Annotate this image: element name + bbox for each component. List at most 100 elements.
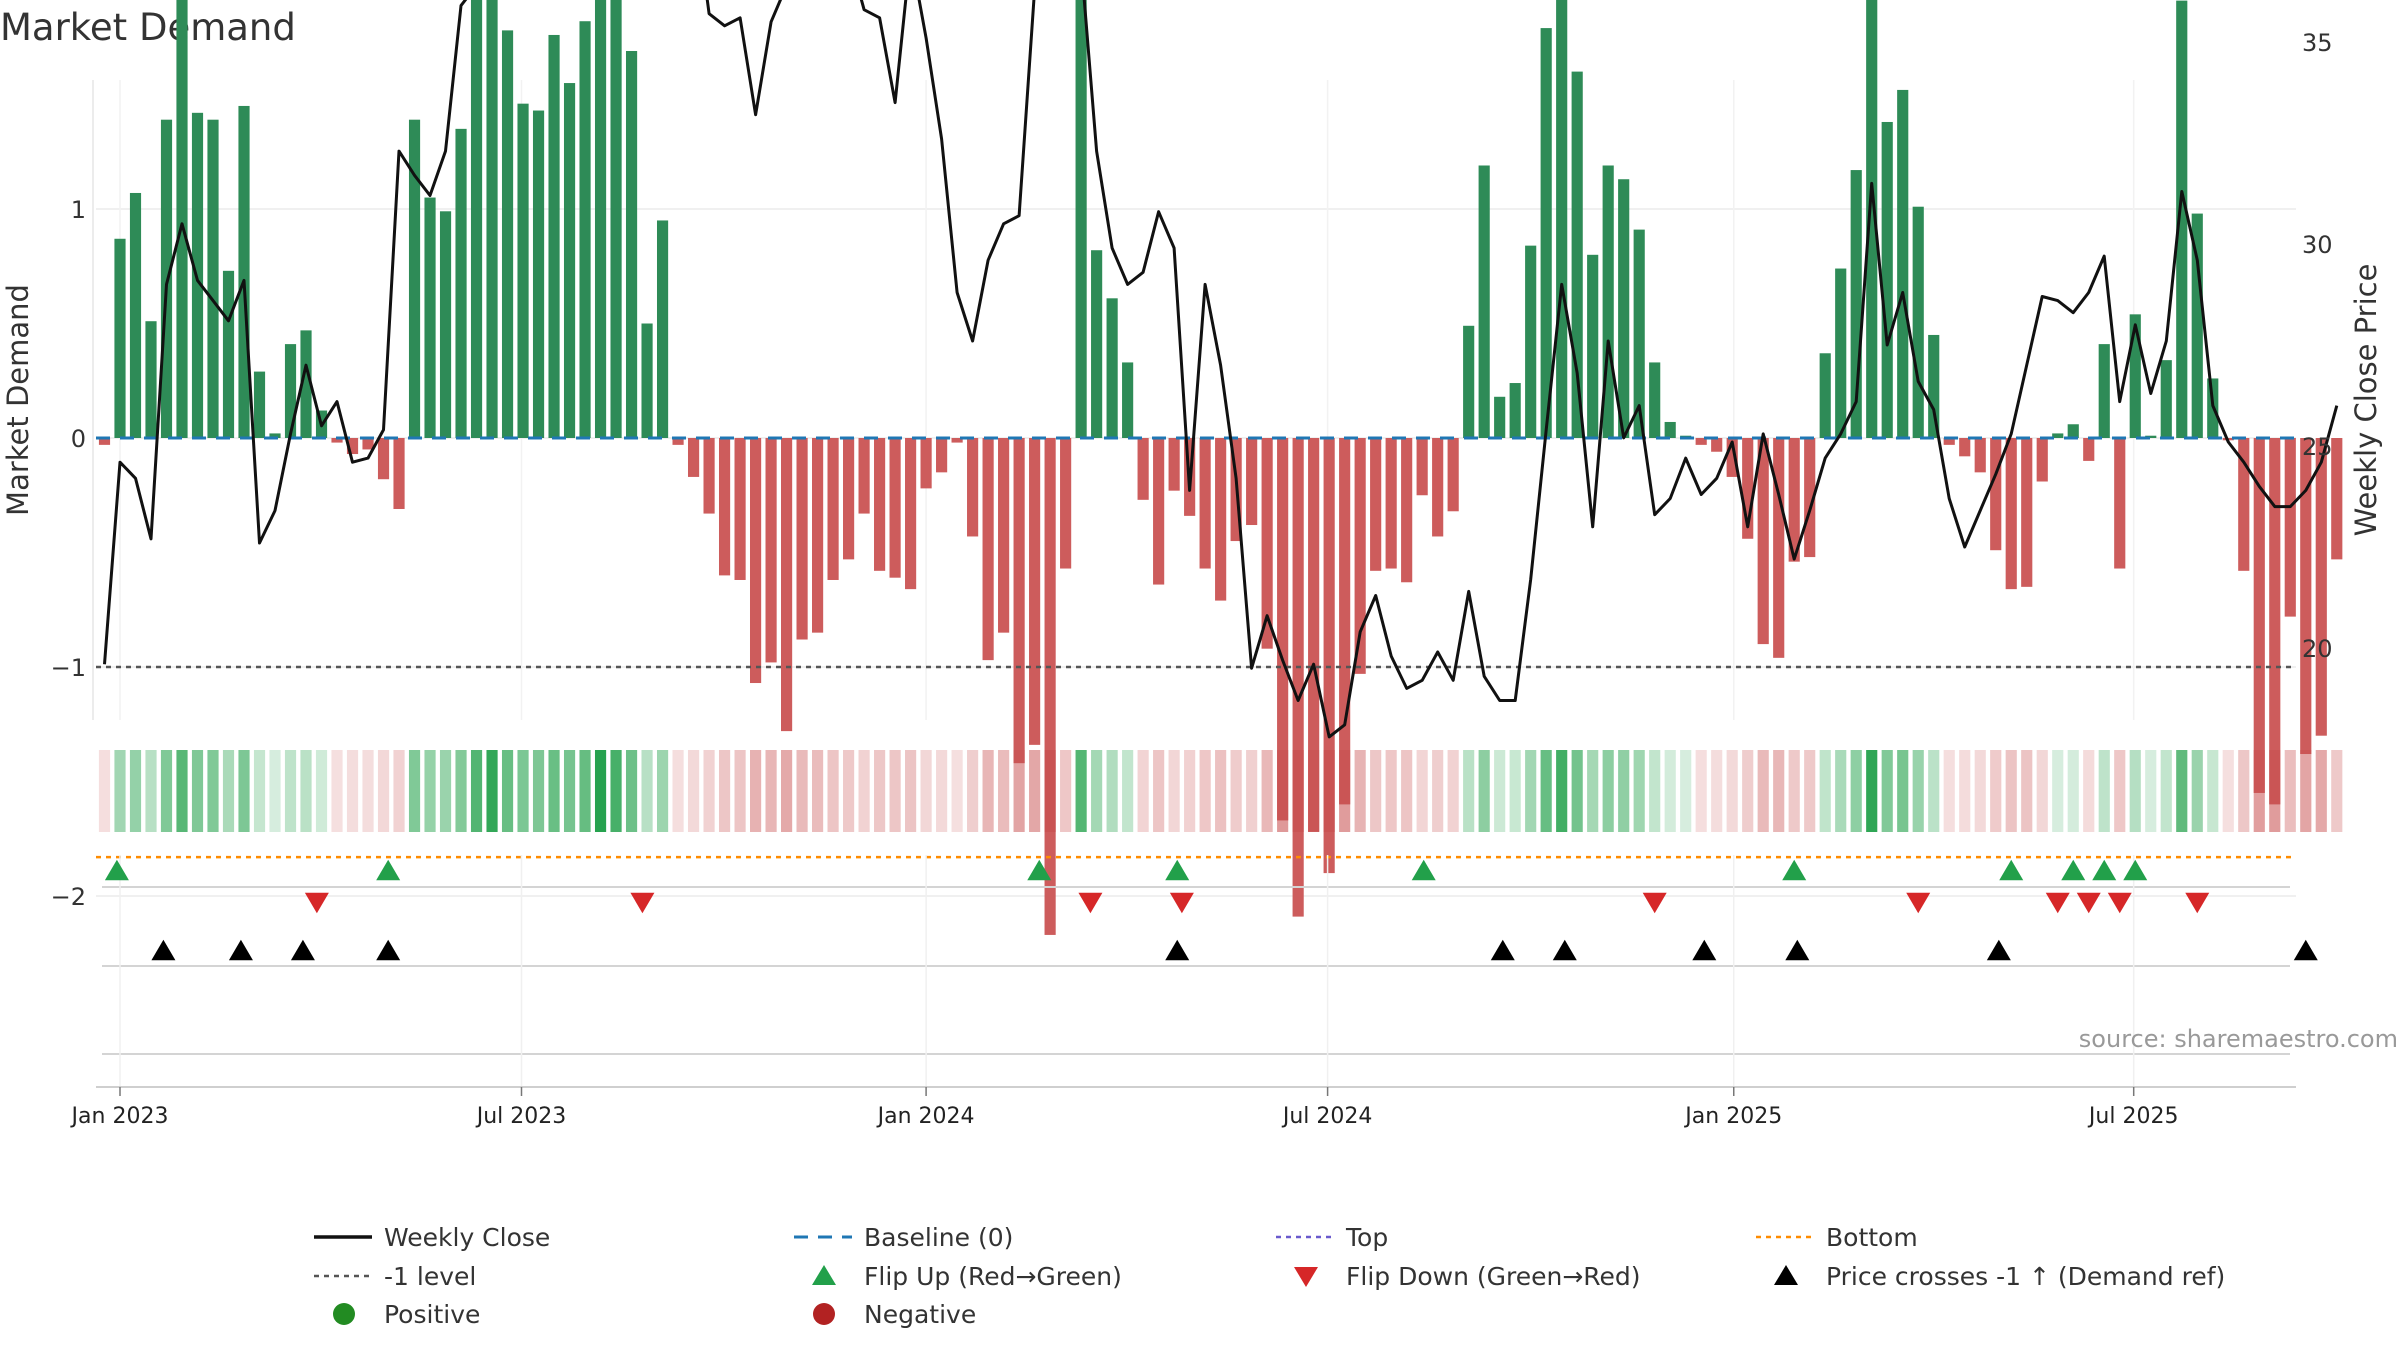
x-tick-label: Jul 2025	[2087, 1104, 2179, 1129]
demand-bars	[98, 0, 2343, 935]
heat-cell	[920, 750, 932, 832]
heat-cell	[1540, 750, 1552, 832]
demand-bar	[594, 0, 607, 438]
heat-cell	[1881, 750, 1893, 832]
demand-bar	[625, 50, 638, 439]
x-tick-label: Jan 2025	[1683, 1104, 1782, 1129]
heat-cell	[1354, 750, 1366, 832]
heat-cell	[1339, 750, 1351, 832]
cross-marker	[1490, 939, 1515, 961]
y2-tick-label: 35	[2302, 29, 2333, 57]
demand-bar	[1044, 438, 1056, 935]
heat-cell	[1943, 750, 1955, 832]
demand-bar	[1215, 438, 1227, 601]
demand-bar	[1664, 421, 1676, 438]
heat-cell	[672, 750, 684, 832]
cross-marker	[1692, 939, 1717, 961]
y2-axis-label: Weekly Close Price	[2349, 264, 2383, 537]
flip-down-marker	[1642, 892, 1667, 914]
heat-cell	[222, 750, 235, 832]
heat-cell	[1974, 750, 1986, 832]
demand-bar	[393, 438, 405, 509]
demand-bar	[749, 438, 762, 684]
demand-bar	[1060, 438, 1072, 569]
heat-cell	[1835, 750, 1847, 832]
cross-marker	[151, 939, 176, 961]
y2-tick-label: 30	[2302, 231, 2333, 259]
demand-bar	[439, 211, 452, 438]
demand-bar	[2160, 360, 2172, 438]
flip-down-marker	[1169, 892, 1194, 914]
heat-cell	[2191, 750, 2203, 832]
demand-bar	[1199, 438, 1211, 569]
heat-cell	[1432, 750, 1444, 832]
demand-bar	[1587, 254, 1599, 438]
heat-cell	[331, 750, 343, 832]
legend-symbol	[813, 1303, 835, 1325]
legend-label-top: Top	[1345, 1223, 1388, 1252]
cross-marker	[1785, 939, 1810, 961]
heat-cell	[734, 750, 746, 832]
heat-cell	[1044, 750, 1056, 832]
demand-bar	[1633, 229, 1645, 438]
demand-bar	[2005, 438, 2017, 590]
heat-cell	[377, 750, 390, 832]
heat-cell	[284, 750, 297, 832]
demand-bar	[1478, 165, 1490, 439]
demand-bar	[2114, 438, 2126, 569]
demand-bar	[951, 438, 963, 443]
heat-cell	[1261, 750, 1273, 832]
demand-bar	[408, 119, 421, 438]
demand-bar	[2269, 438, 2281, 805]
flip-down-marker	[630, 892, 655, 914]
heat-cell	[812, 750, 824, 832]
demand-bar	[1509, 383, 1521, 438]
legend-label-bottom: Bottom	[1826, 1223, 1918, 1252]
source-credit: source: sharemaestro.com	[2079, 1025, 2398, 1053]
heat-cell	[889, 750, 901, 832]
heat-cell	[2052, 750, 2064, 832]
demand-bar	[1571, 71, 1583, 438]
demand-bar	[1106, 298, 1118, 438]
heat-cell	[967, 750, 979, 832]
legend-label-flip_up: Flip Up (Red→Green)	[864, 1262, 1122, 1291]
heat-cell	[1788, 750, 1800, 832]
demand-bar	[284, 344, 297, 438]
heat-cell	[1711, 750, 1723, 832]
demand-bar	[176, 0, 188, 439]
heat-cell	[1571, 750, 1583, 832]
heat-cell	[2253, 750, 2265, 832]
heat-cell	[470, 750, 483, 832]
demand-bar	[1075, 0, 1087, 438]
demand-bar	[2191, 213, 2203, 438]
heat-cell	[1060, 750, 1072, 832]
heat-cell	[2098, 750, 2110, 832]
flip-up-marker	[376, 859, 401, 881]
demand-bar	[1897, 89, 1909, 439]
demand-bar	[1773, 438, 1785, 658]
demand-bar	[781, 438, 793, 732]
demand-bar	[377, 438, 390, 480]
heat-cell	[1509, 750, 1521, 832]
demand-bar	[1943, 438, 1955, 445]
y2-tick-label: 25	[2302, 433, 2333, 461]
heat-cell	[1618, 750, 1630, 832]
demand-bar	[2315, 438, 2327, 736]
heat-cell	[532, 750, 545, 832]
flip-up-marker	[104, 859, 129, 881]
heat-cell	[905, 750, 917, 832]
heat-cell	[1494, 750, 1506, 832]
demand-bar	[905, 438, 917, 590]
demand-bar	[1959, 438, 1971, 457]
flip-down-marker	[1906, 892, 1931, 914]
demand-bar	[1029, 438, 1041, 745]
demand-bar	[1013, 438, 1025, 764]
heat-cell	[191, 750, 204, 832]
demand-bar	[486, 0, 498, 438]
heat-cell	[1633, 750, 1645, 832]
flip-down-marker	[304, 892, 329, 914]
reference-lines	[96, 436, 2296, 859]
demand-bar	[269, 433, 281, 438]
flip-up-marker	[2123, 859, 2148, 881]
